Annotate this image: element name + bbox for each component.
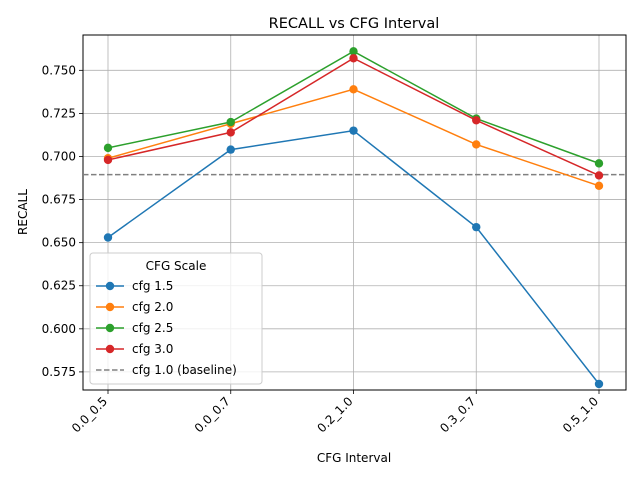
y-tick-label: 0.650	[42, 236, 76, 250]
legend-box	[89, 252, 263, 385]
legend-marker	[105, 323, 115, 333]
data-point	[349, 54, 358, 63]
legend-label: cfg 1.0 (baseline)	[132, 363, 237, 377]
data-point	[472, 116, 481, 125]
series-lines	[103, 47, 604, 389]
y-tick-label: 0.575	[42, 365, 76, 379]
legend-entry: cfg 1.5	[96, 279, 173, 293]
data-point	[349, 47, 358, 56]
x-axis-label: CFG Interval	[317, 451, 391, 465]
chart-title: RECALL vs CFG Interval	[269, 16, 440, 32]
y-tick-label: 0.750	[42, 63, 76, 77]
legend-marker	[105, 281, 115, 291]
legend: CFG Scale cfg 1.5 cfg 2.0 cfg 2.5 cfg 3.0 cfg…	[89, 252, 263, 385]
data-point	[349, 126, 358, 135]
data-point	[103, 143, 113, 153]
data-point	[472, 222, 481, 232]
data-point	[103, 233, 113, 242]
data-point	[594, 159, 604, 168]
data-point	[349, 85, 358, 94]
data-point	[226, 128, 235, 137]
y-axis-label: RECALL	[16, 189, 30, 235]
legend-entry: cfg 2.0	[96, 300, 173, 314]
y-tick-label: 0.625	[42, 279, 76, 293]
data-point	[594, 171, 604, 180]
legend-entry: cfg 3.0	[96, 342, 173, 356]
y-tick-label: 0.700	[42, 149, 76, 163]
data-point	[226, 145, 235, 154]
data-point	[103, 155, 113, 165]
y-tick-label: 0.675	[42, 193, 76, 207]
legend-entry: cfg 1.0 (baseline)	[96, 363, 237, 377]
data-point	[472, 140, 481, 149]
y-tick-label: 0.600	[42, 322, 76, 336]
data-point	[594, 379, 604, 389]
series-cfg-1-5	[103, 126, 604, 389]
legend-marker	[105, 302, 115, 312]
legend-label: cfg 2.0	[132, 300, 173, 314]
data-point	[594, 181, 604, 190]
legend-label: cfg 3.0	[132, 342, 173, 356]
legend-entry: cfg 2.5	[96, 321, 173, 335]
legend-label: cfg 1.5	[132, 279, 173, 293]
y-tick-label: 0.725	[42, 106, 76, 120]
legend-title: CFG Scale	[146, 259, 207, 273]
data-point	[226, 117, 235, 127]
legend-label: cfg 2.5	[132, 321, 173, 335]
plot-area	[82, 34, 627, 391]
series-cfg-3-0	[103, 54, 604, 180]
legend-marker	[105, 344, 115, 354]
